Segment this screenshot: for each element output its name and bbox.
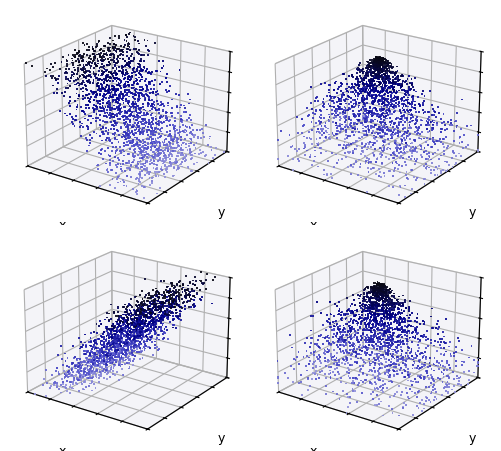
Y-axis label: y: y [217, 206, 224, 219]
X-axis label: x: x [309, 444, 317, 451]
X-axis label: x: x [309, 219, 317, 232]
Y-axis label: y: y [217, 431, 224, 444]
X-axis label: x: x [59, 219, 66, 232]
X-axis label: x: x [59, 444, 66, 451]
Y-axis label: y: y [467, 206, 475, 219]
Y-axis label: y: y [467, 431, 475, 444]
